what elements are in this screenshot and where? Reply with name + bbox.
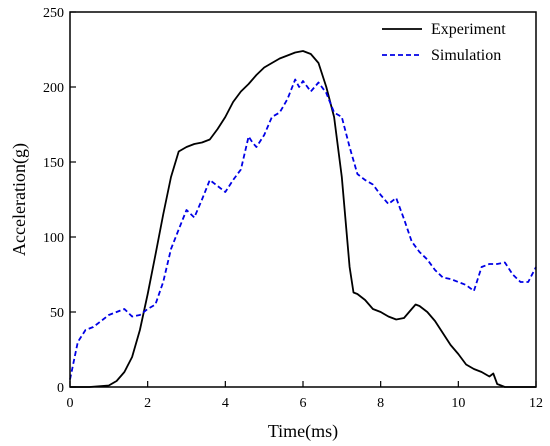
axes: 0 2 4 6 8 10 12 0 50 100 150 200 250 — [43, 6, 543, 411]
x-tick-label-6: 6 — [300, 396, 307, 411]
y-tick-label-0: 0 — [57, 381, 64, 396]
x-tick-label-12: 12 — [529, 396, 543, 411]
legend-label-experiment: Experiment — [431, 21, 506, 38]
series-line-simulation — [69, 78, 537, 380]
y-tick-label-250: 250 — [43, 6, 64, 21]
x-tick-label-4: 4 — [222, 396, 229, 411]
x-axis-title: Time(ms) — [268, 421, 338, 442]
y-axis-title: Acceleration(g) — [9, 143, 30, 256]
x-tick-label-8: 8 — [377, 396, 384, 411]
x-tick-label-0: 0 — [67, 396, 74, 411]
x-tick-label-10: 10 — [451, 396, 465, 411]
plot-lines — [69, 50, 537, 388]
y-tick-label-100: 100 — [43, 231, 64, 246]
y-tick-label-50: 50 — [50, 306, 64, 321]
y-tick-label-200: 200 — [43, 81, 64, 96]
y-tick-label-150: 150 — [43, 156, 64, 171]
legend: Experiment Simulation — [382, 21, 506, 64]
x-tick-label-2: 2 — [144, 396, 151, 411]
series-line-experiment — [70, 50, 536, 388]
legend-label-simulation: Simulation — [431, 47, 501, 64]
